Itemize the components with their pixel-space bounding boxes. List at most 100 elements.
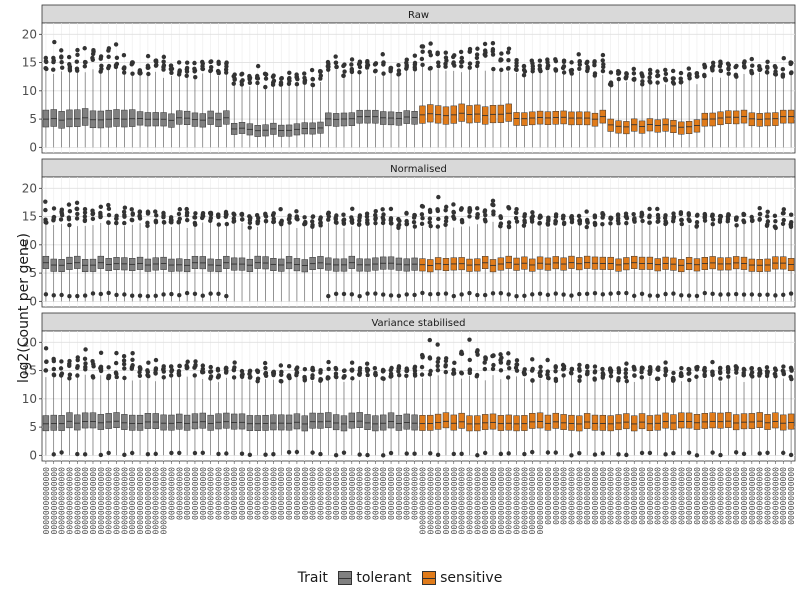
outlier-point bbox=[757, 292, 762, 298]
box-sample-15 bbox=[152, 209, 159, 302]
box-sample-90 bbox=[740, 59, 748, 148]
outlier-point bbox=[223, 70, 229, 75]
box-rect bbox=[638, 413, 646, 430]
outlier-point bbox=[475, 215, 480, 220]
outlier-point bbox=[522, 220, 527, 225]
box-sample-71 bbox=[591, 59, 599, 148]
box-sample-22 bbox=[207, 59, 214, 148]
box-sample-41 bbox=[356, 213, 363, 302]
outlier-point bbox=[710, 60, 716, 65]
outlier-point bbox=[98, 291, 104, 297]
outlier-point bbox=[498, 360, 504, 365]
outlier-point bbox=[302, 366, 308, 372]
box-sample-35 bbox=[309, 67, 316, 148]
box-sample-48 bbox=[411, 364, 418, 456]
box-sample-24 bbox=[223, 209, 230, 302]
outlier-point bbox=[553, 450, 558, 455]
outlier-point bbox=[428, 223, 433, 229]
box-sample-50 bbox=[427, 337, 434, 456]
outlier-point bbox=[694, 224, 699, 229]
x-tick-label: 000000000000 bbox=[560, 467, 569, 525]
outlier-point bbox=[639, 212, 645, 217]
box-sample-32 bbox=[285, 213, 293, 302]
outlier-point bbox=[75, 52, 80, 58]
y-tick-label: 20 bbox=[22, 181, 37, 195]
outlier-point bbox=[475, 352, 480, 357]
outlier-point bbox=[106, 46, 112, 51]
outlier-point bbox=[247, 73, 252, 79]
outlier-point bbox=[451, 293, 456, 299]
x-tick-label: 00000000000000 bbox=[113, 467, 122, 535]
box-rect bbox=[113, 109, 120, 127]
outlier-point bbox=[474, 52, 480, 57]
outlier-point bbox=[51, 58, 56, 63]
box-sample-93 bbox=[764, 59, 771, 148]
outlier-point bbox=[608, 221, 613, 226]
outlier-point bbox=[773, 218, 778, 224]
outlier-point bbox=[560, 362, 566, 368]
box-sample-74 bbox=[615, 366, 622, 457]
outlier-point bbox=[758, 371, 763, 376]
outlier-point bbox=[121, 361, 127, 367]
outlier-point bbox=[467, 208, 472, 213]
outlier-point bbox=[522, 293, 527, 299]
outlier-point bbox=[537, 63, 542, 68]
outlier-point bbox=[678, 70, 684, 76]
box-rect bbox=[481, 414, 489, 430]
outlier-point bbox=[98, 212, 103, 218]
outlier-point bbox=[459, 59, 465, 64]
outlier-point bbox=[326, 217, 331, 222]
box-rect bbox=[325, 112, 332, 127]
box-sample-21 bbox=[199, 363, 206, 456]
outlier-point bbox=[412, 62, 418, 67]
x-tick-label: 000000000000 bbox=[740, 467, 749, 525]
panel-title: Variance stabilised bbox=[371, 318, 465, 329]
box-sample-3 bbox=[58, 207, 65, 302]
outlier-point bbox=[436, 194, 441, 200]
outlier-point bbox=[678, 210, 684, 215]
outlier-point bbox=[318, 69, 323, 75]
outlier-point bbox=[577, 378, 582, 383]
outlier-point bbox=[427, 49, 433, 55]
outlier-point bbox=[576, 213, 582, 219]
outlier-point bbox=[51, 206, 57, 211]
outlier-point bbox=[161, 54, 167, 60]
outlier-point bbox=[537, 291, 543, 296]
outlier-point bbox=[224, 366, 229, 371]
x-tick-label: 00000000000000 bbox=[536, 467, 545, 535]
outlier-point bbox=[678, 76, 683, 81]
box-sample-54 bbox=[458, 49, 465, 148]
outlier-point bbox=[326, 375, 331, 381]
box-sample-80 bbox=[662, 67, 669, 148]
outlier-point bbox=[145, 53, 151, 59]
box-sample-36 bbox=[317, 368, 324, 457]
outlier-point bbox=[670, 68, 676, 74]
x-tick-label: 00000000000000 bbox=[497, 467, 506, 535]
outlier-point bbox=[467, 46, 473, 52]
x-tick-label: 00000000000 bbox=[254, 467, 263, 520]
outlier-point bbox=[43, 219, 48, 225]
box-sample-79 bbox=[654, 69, 661, 148]
outlier-point bbox=[389, 221, 394, 226]
box-rect bbox=[505, 414, 512, 431]
outlier-point bbox=[435, 359, 441, 365]
outlier-point bbox=[59, 212, 65, 218]
box-rect bbox=[42, 415, 50, 432]
outlier-point bbox=[82, 59, 88, 65]
x-tick-label: 00000000000 bbox=[183, 467, 192, 520]
box-rect bbox=[254, 415, 261, 432]
box-sample-76 bbox=[631, 364, 638, 456]
outlier-point bbox=[200, 369, 205, 374]
outlier-point bbox=[43, 346, 49, 351]
outlier-point bbox=[412, 213, 417, 218]
outlier-point bbox=[43, 292, 49, 297]
outlier-point bbox=[545, 292, 551, 298]
outlier-point bbox=[624, 290, 629, 296]
outlier-point bbox=[388, 68, 393, 74]
outlier-point bbox=[113, 42, 119, 47]
outlier-point bbox=[624, 361, 629, 366]
outlier-point bbox=[295, 365, 300, 370]
outlier-point bbox=[192, 222, 198, 227]
box-sample-11 bbox=[121, 354, 128, 458]
outlier-point bbox=[513, 215, 519, 221]
